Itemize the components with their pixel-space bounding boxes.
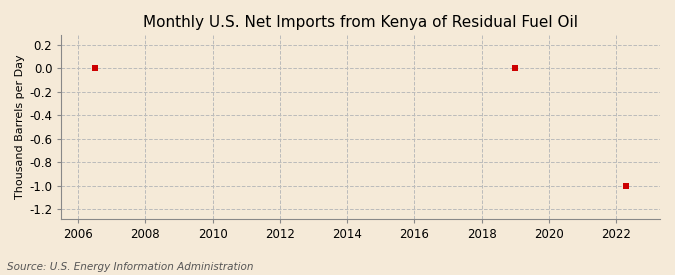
Y-axis label: Thousand Barrels per Day: Thousand Barrels per Day <box>15 55 25 199</box>
Text: Source: U.S. Energy Information Administration: Source: U.S. Energy Information Administ… <box>7 262 253 272</box>
Title: Monthly U.S. Net Imports from Kenya of Residual Fuel Oil: Monthly U.S. Net Imports from Kenya of R… <box>143 15 578 30</box>
